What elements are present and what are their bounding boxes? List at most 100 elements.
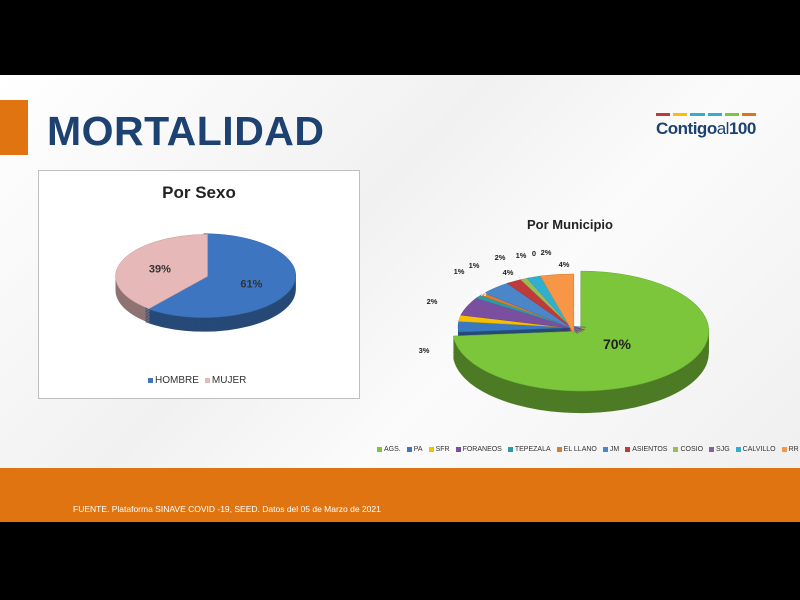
- pie-slice-side-tepezala: [476, 303, 584, 340]
- pie-slice-side-pa: [457, 336, 586, 349]
- pie-slice-side-foraneos: [460, 303, 585, 337]
- pie-slice-asientos: [506, 279, 580, 334]
- pie-slice-side-sfr: [458, 323, 586, 339]
- pie-slice-side-ags: [453, 284, 709, 405]
- logo-bar: [707, 113, 722, 116]
- pie-slice-side-elllano: [480, 297, 583, 337]
- pie-slice-side-foraneos: [460, 318, 585, 352]
- pie-slice-side-elllano: [480, 312, 583, 352]
- pie-slice-side-jm: [484, 294, 582, 344]
- pie-slice-side-elllano: [480, 306, 583, 346]
- data-label-sjg: 0: [532, 249, 536, 258]
- data-label-foraneos: 5%: [476, 289, 487, 298]
- page-title: MORTALIDAD: [47, 108, 325, 154]
- pie-slice-side-elllano: [480, 308, 583, 348]
- pie-slice-side-asientos: [507, 289, 580, 344]
- legend-item: HOMBRE: [148, 375, 199, 386]
- pie-slice-side-pa: [457, 321, 586, 334]
- pie-slice-side-calvillo: [527, 288, 577, 347]
- pie-slice-side-tepezala: [476, 297, 584, 334]
- pie-slice-side-foraneos: [460, 297, 585, 331]
- pie-slice-side-cosio: [520, 288, 578, 344]
- pie-slice-side-elllano: [480, 309, 583, 349]
- pie-slice-side-rr: [540, 285, 574, 346]
- pie-slice-side-pa: [457, 339, 586, 352]
- legend-swatch: [204, 378, 210, 383]
- pie-slice-side-sjg: [527, 281, 578, 338]
- pie-slice-side-asientos: [507, 293, 580, 348]
- legend-label: CALVILLO: [742, 446, 776, 453]
- pie-slice-side-elllano: [480, 311, 583, 351]
- pie-slice-side-asientos: [507, 287, 580, 342]
- pie-slice-side-pa: [457, 330, 586, 343]
- pie-slice-side-sjg: [527, 295, 578, 351]
- pie-slice-side-pa: [457, 334, 586, 347]
- pie-slice-side-jm: [484, 303, 582, 353]
- pie-slice-side-elllano: [480, 300, 583, 340]
- legend-swatch: [625, 447, 631, 452]
- pie-slice-side-calvillo: [527, 296, 577, 355]
- pie-slice-jm: [483, 282, 582, 333]
- pie-slice-side-rr: [540, 291, 574, 352]
- contigo-al-100-logo: Contigoal100: [656, 113, 756, 139]
- pie-slice-sjg: [527, 277, 578, 334]
- pie-slice-side-foraneos: [460, 314, 585, 348]
- pie-slice-side-foraneos: [460, 300, 585, 334]
- legend-label: FORANEOS: [462, 446, 502, 453]
- legend-swatch: [781, 447, 787, 452]
- data-label-ags: 70%: [603, 336, 632, 352]
- data-label-cosio: 1%: [516, 251, 527, 260]
- slide: MORTALIDAD Contigoal100 Por Sexo Por Mun…: [0, 75, 800, 522]
- legend-item: ASIENTOS: [625, 446, 667, 453]
- pie-slice-side-tepezala: [476, 295, 584, 333]
- pie-slice-side-ags: [453, 273, 709, 394]
- pie-slice-side-sjg: [527, 278, 578, 335]
- pie-slice-side-rr: [540, 289, 574, 350]
- pie-slice-side-jm: [484, 298, 582, 349]
- legend-label: HOMBRE: [155, 375, 199, 386]
- logo-text-num: 100: [728, 119, 756, 138]
- pie-slice-side-asientos: [507, 298, 580, 353]
- pie-slice-cosio: [520, 277, 579, 334]
- pie-slice-side-elllano: [480, 296, 583, 336]
- pie-slice-side-ags: [453, 278, 709, 399]
- legend-swatch: [673, 447, 679, 452]
- data-label-calvillo: 2%: [541, 248, 552, 257]
- pie-slice-side-ags: [453, 290, 709, 411]
- pie-slice-side-pa: [457, 324, 586, 337]
- pie-slice-side-sjg: [527, 293, 578, 350]
- pie-slice-side-rr: [540, 279, 574, 340]
- logo-bar: [690, 113, 705, 116]
- pie-slice-side-cosio: [520, 300, 578, 356]
- pie-slice-side-foraneos: [460, 317, 585, 351]
- pie-slice-side-sjg: [527, 290, 578, 347]
- pie-slice-side-rr: [540, 286, 574, 347]
- pie-slice-side-jm: [484, 289, 582, 340]
- pie-slice-side-rr: [540, 294, 574, 355]
- legend-item: AGS.: [377, 446, 401, 453]
- legend-item: SFR: [428, 446, 450, 453]
- pie-slice-rr: [539, 273, 575, 335]
- pie-slice-side-foraneos: [460, 311, 585, 345]
- pie-slice-side-jm: [484, 285, 582, 335]
- legend-por-sexo: HOMBRE MUJER: [148, 375, 252, 386]
- pie-slice-side-tepezala: [476, 315, 584, 352]
- legend-por-municipio: AGS. PA SFR FORANEOS TEPEZALA EL LLANO JM ASIEN…: [377, 446, 800, 453]
- pie-slice-side-sfr: [458, 332, 586, 348]
- pie-slice-side-sfr: [458, 334, 586, 349]
- footer-source: FUENTE. Plataforma SINAVE COVID -19, SEE…: [73, 504, 381, 514]
- legend-label: JM: [609, 446, 620, 453]
- chart-por-sexo-frame: [38, 170, 360, 399]
- pie-slice-side-elllano: [480, 299, 583, 339]
- pie-slice-side-tepezala: [476, 307, 584, 345]
- pie-slice-side-foraneos: [460, 315, 585, 349]
- pie-slice-side-calvillo: [527, 294, 577, 353]
- pie-slice-side-ags: [453, 293, 709, 414]
- pie-slice-side-calvillo: [527, 293, 577, 352]
- pie-slice-side-sfr: [458, 316, 586, 331]
- legend-swatch: [602, 447, 608, 452]
- pie-slice-elllano: [480, 291, 583, 332]
- pie-slice-side-rr: [540, 282, 574, 343]
- legend-label: AGS.: [384, 446, 401, 453]
- logo-text-al: al: [716, 119, 730, 138]
